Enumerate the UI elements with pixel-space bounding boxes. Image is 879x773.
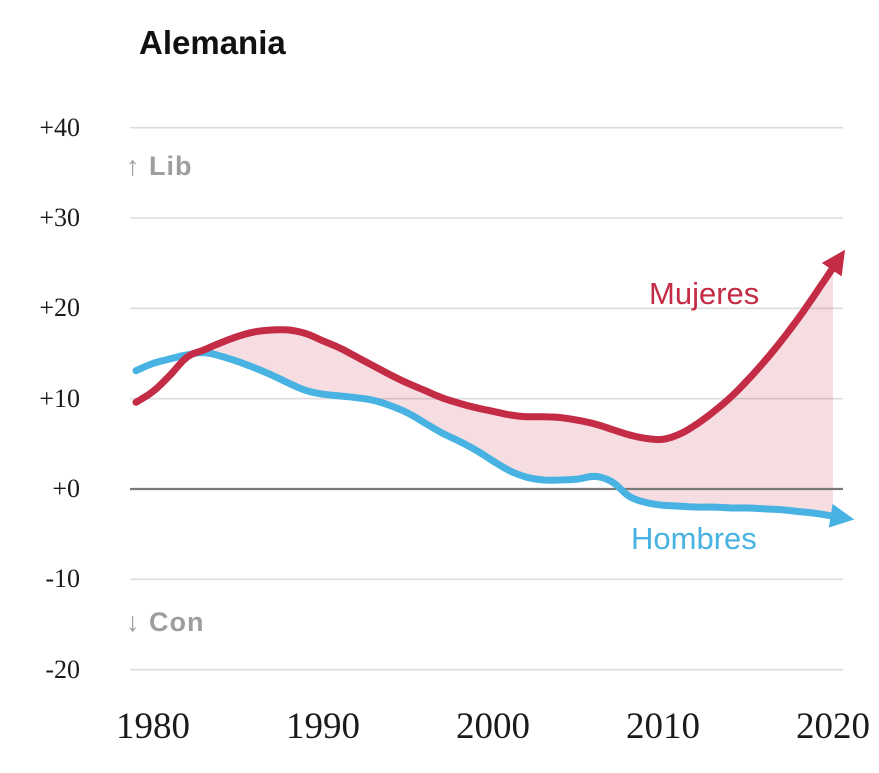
y-tick-label: +20	[39, 293, 80, 322]
y-tick-label: -20	[45, 655, 80, 684]
mujeres-line	[132, 249, 846, 444]
x-tick-label: 1980	[116, 706, 190, 747]
x-tick-label: 2020	[796, 706, 870, 747]
mujeres-series-label: Mujeres	[649, 276, 760, 311]
y-tick-label: +10	[39, 384, 80, 413]
hombres-line	[132, 349, 855, 528]
chart-title: Alemania	[139, 24, 286, 61]
y-tick-label: +0	[52, 474, 80, 503]
gender-gap-fill-area	[195, 267, 833, 517]
hombres-series-label: Hombres	[631, 521, 757, 556]
conservative-direction-annotation: ↓ Con	[126, 607, 205, 637]
x-tick-label: 2000	[456, 706, 530, 747]
y-tick-label: +30	[39, 203, 80, 232]
x-tick-label: 1990	[286, 706, 360, 747]
x-tick-label: 2010	[626, 706, 700, 747]
liberal-direction-annotation: ↑ Lib	[126, 151, 193, 181]
y-tick-label: +40	[39, 113, 80, 142]
y-tick-label: -10	[45, 564, 80, 593]
